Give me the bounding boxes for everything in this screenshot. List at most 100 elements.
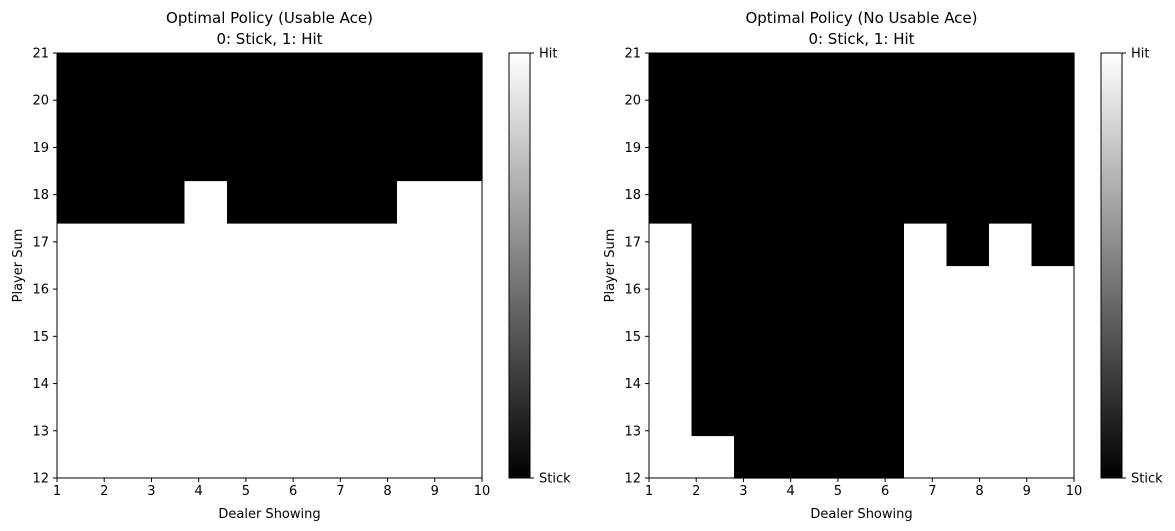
y-tick-label: 16 [624, 283, 641, 298]
heatmap-cell [99, 223, 143, 267]
heatmap-cell [99, 435, 143, 479]
heatmap-cell [989, 223, 1033, 267]
heatmap-cell [1031, 53, 1075, 97]
heatmap-cell [439, 350, 483, 394]
x-tick-label: 1 [53, 484, 61, 499]
heatmap-cell [734, 223, 778, 267]
colorbar-gradient [508, 52, 531, 479]
heatmap-cell [227, 180, 271, 224]
colorbar: Hit Stick [508, 47, 571, 487]
heatmap-cell [354, 223, 398, 267]
heatmap-cell [397, 95, 441, 139]
x-tick-label: 9 [1023, 484, 1031, 499]
heatmap-cell [354, 138, 398, 182]
heatmap-cell [439, 308, 483, 352]
heatmap-cell [142, 350, 186, 394]
heatmap-cell [989, 138, 1033, 182]
chart-subtitle: 0: Stick, 1: Hit [216, 30, 322, 48]
heatmap-cell [904, 265, 948, 309]
heatmap-cell [354, 435, 398, 479]
heatmap-cell [1031, 95, 1075, 139]
heatmap-cell [989, 308, 1033, 352]
heatmap-cell [99, 393, 143, 437]
heatmap-cell [776, 308, 820, 352]
heatmap-cell [227, 95, 271, 139]
colorbar-label-hit: Hit [539, 47, 557, 62]
heatmap-cell [649, 308, 693, 352]
heatmap-cell [99, 53, 143, 97]
y-tick-label: 21 [624, 47, 641, 62]
heatmap-cell [904, 95, 948, 139]
x-tick-label: 10 [474, 484, 491, 499]
heatmap-cell [312, 393, 356, 437]
heatmap-cell [439, 180, 483, 224]
heatmap-cell [354, 95, 398, 139]
x-tick-label: 9 [431, 484, 439, 499]
heatmap-cell [776, 53, 820, 97]
heatmap-cell [691, 308, 735, 352]
heatmap-cell [734, 138, 778, 182]
heatmap-cell [946, 435, 990, 479]
x-tick-label: 2 [100, 484, 108, 499]
heatmap-cell [227, 393, 271, 437]
heatmap-cell [57, 95, 101, 139]
heatmap-cell [397, 393, 441, 437]
heatmap-cell [439, 95, 483, 139]
heatmap-cell [312, 350, 356, 394]
heatmap-cell [691, 95, 735, 139]
heatmap-cell [184, 350, 228, 394]
heatmap-cell [1031, 350, 1075, 394]
heatmap-cell [776, 350, 820, 394]
heatmap-cell [734, 308, 778, 352]
heatmap-cell [691, 393, 735, 437]
heatmap-cell [861, 223, 905, 267]
heatmap-cell [269, 265, 313, 309]
heatmap-cell [734, 53, 778, 97]
x-tick-label: 8 [383, 484, 391, 499]
x-axis-label: Dealer Showing [218, 507, 320, 522]
heatmap-cell [312, 53, 356, 97]
y-tick-label: 21 [32, 47, 49, 62]
heatmap-cell [649, 393, 693, 437]
y-tick-label: 16 [32, 283, 49, 298]
heatmap-cell [269, 350, 313, 394]
plot-frame [648, 52, 1075, 479]
heatmap-cell [649, 350, 693, 394]
heatmap-cell [819, 53, 863, 97]
y-tick-label: 14 [32, 377, 49, 392]
heatmap-cell [354, 180, 398, 224]
heatmap-cell [184, 265, 228, 309]
heatmap-cell [354, 265, 398, 309]
heatmap-cell [57, 308, 101, 352]
heatmap-cell [946, 308, 990, 352]
heatmap-cell [691, 350, 735, 394]
heatmap-cell [312, 308, 356, 352]
heatmap-cell [1031, 308, 1075, 352]
y-tick-label: 15 [32, 330, 49, 345]
heatmap-cell [354, 350, 398, 394]
y-axis-label: Player Sum [11, 229, 26, 303]
heatmap-cell [734, 265, 778, 309]
heatmap-cell [312, 138, 356, 182]
heatmap-cell [439, 223, 483, 267]
chart-title: Optimal Policy (Usable Ace) [166, 9, 373, 27]
heatmap-cell [354, 53, 398, 97]
heatmap-cell [819, 265, 863, 309]
heatmap-cell [312, 180, 356, 224]
x-tick-label: 4 [195, 484, 203, 499]
heatmap-cell [776, 95, 820, 139]
heatmap-cell [99, 95, 143, 139]
heatmap-cell [776, 393, 820, 437]
colorbar-label-stick: Stick [539, 472, 571, 487]
heatmap-cell [57, 265, 101, 309]
heatmap-cell [649, 180, 693, 224]
heatmap-cell [989, 393, 1033, 437]
heatmap-cell [184, 95, 228, 139]
heatmap-cell [397, 223, 441, 267]
heatmap-cell [142, 435, 186, 479]
heatmap-cell [819, 180, 863, 224]
x-tick-label: 7 [336, 484, 344, 499]
heatmap-cell [57, 350, 101, 394]
heatmap-cell [946, 393, 990, 437]
heatmap-cell [269, 393, 313, 437]
